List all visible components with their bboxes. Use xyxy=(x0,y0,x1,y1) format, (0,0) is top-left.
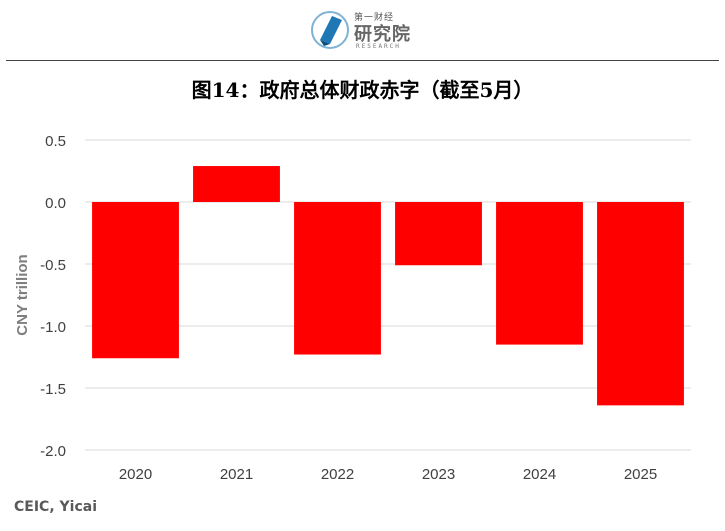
x-tick-label: 2023 xyxy=(422,466,455,483)
y-tick-label: 0.5 xyxy=(45,133,66,150)
bar-2022 xyxy=(294,202,381,355)
header-divider xyxy=(6,60,719,61)
x-tick-label: 2021 xyxy=(220,466,253,483)
x-tick-label: 2020 xyxy=(119,466,152,483)
x-tick-label: 2022 xyxy=(321,466,354,483)
x-tick-label: 2024 xyxy=(523,466,556,483)
chart-title: 图14：政府总体财政赤字（截至5月） xyxy=(191,78,534,102)
y-axis-label: CNY trillion xyxy=(14,254,31,335)
y-tick-label: -1.5 xyxy=(40,381,66,398)
y-tick-label: 0.0 xyxy=(45,195,66,212)
x-tick-label: 2025 xyxy=(624,466,657,483)
bar-2020 xyxy=(92,202,179,359)
bar-2023 xyxy=(395,202,482,266)
logo-sub-text: RESEARCH xyxy=(356,43,401,50)
logo-main-text: 研究院 xyxy=(354,24,411,45)
source-note: CEIC, Yicai xyxy=(14,499,97,515)
logo-brand-text: 第一财经 xyxy=(354,13,395,23)
logo: 第一财经 研究院 RESEARCH xyxy=(310,6,430,56)
bar-2025 xyxy=(597,202,684,406)
y-tick-label: -0.5 xyxy=(40,257,66,274)
yicai-research-logo-icon xyxy=(311,11,349,49)
bar-2021 xyxy=(193,166,280,202)
bar-2024 xyxy=(496,202,583,345)
y-tick-label: -2.0 xyxy=(40,443,66,460)
y-tick-label: -1.0 xyxy=(40,319,66,336)
